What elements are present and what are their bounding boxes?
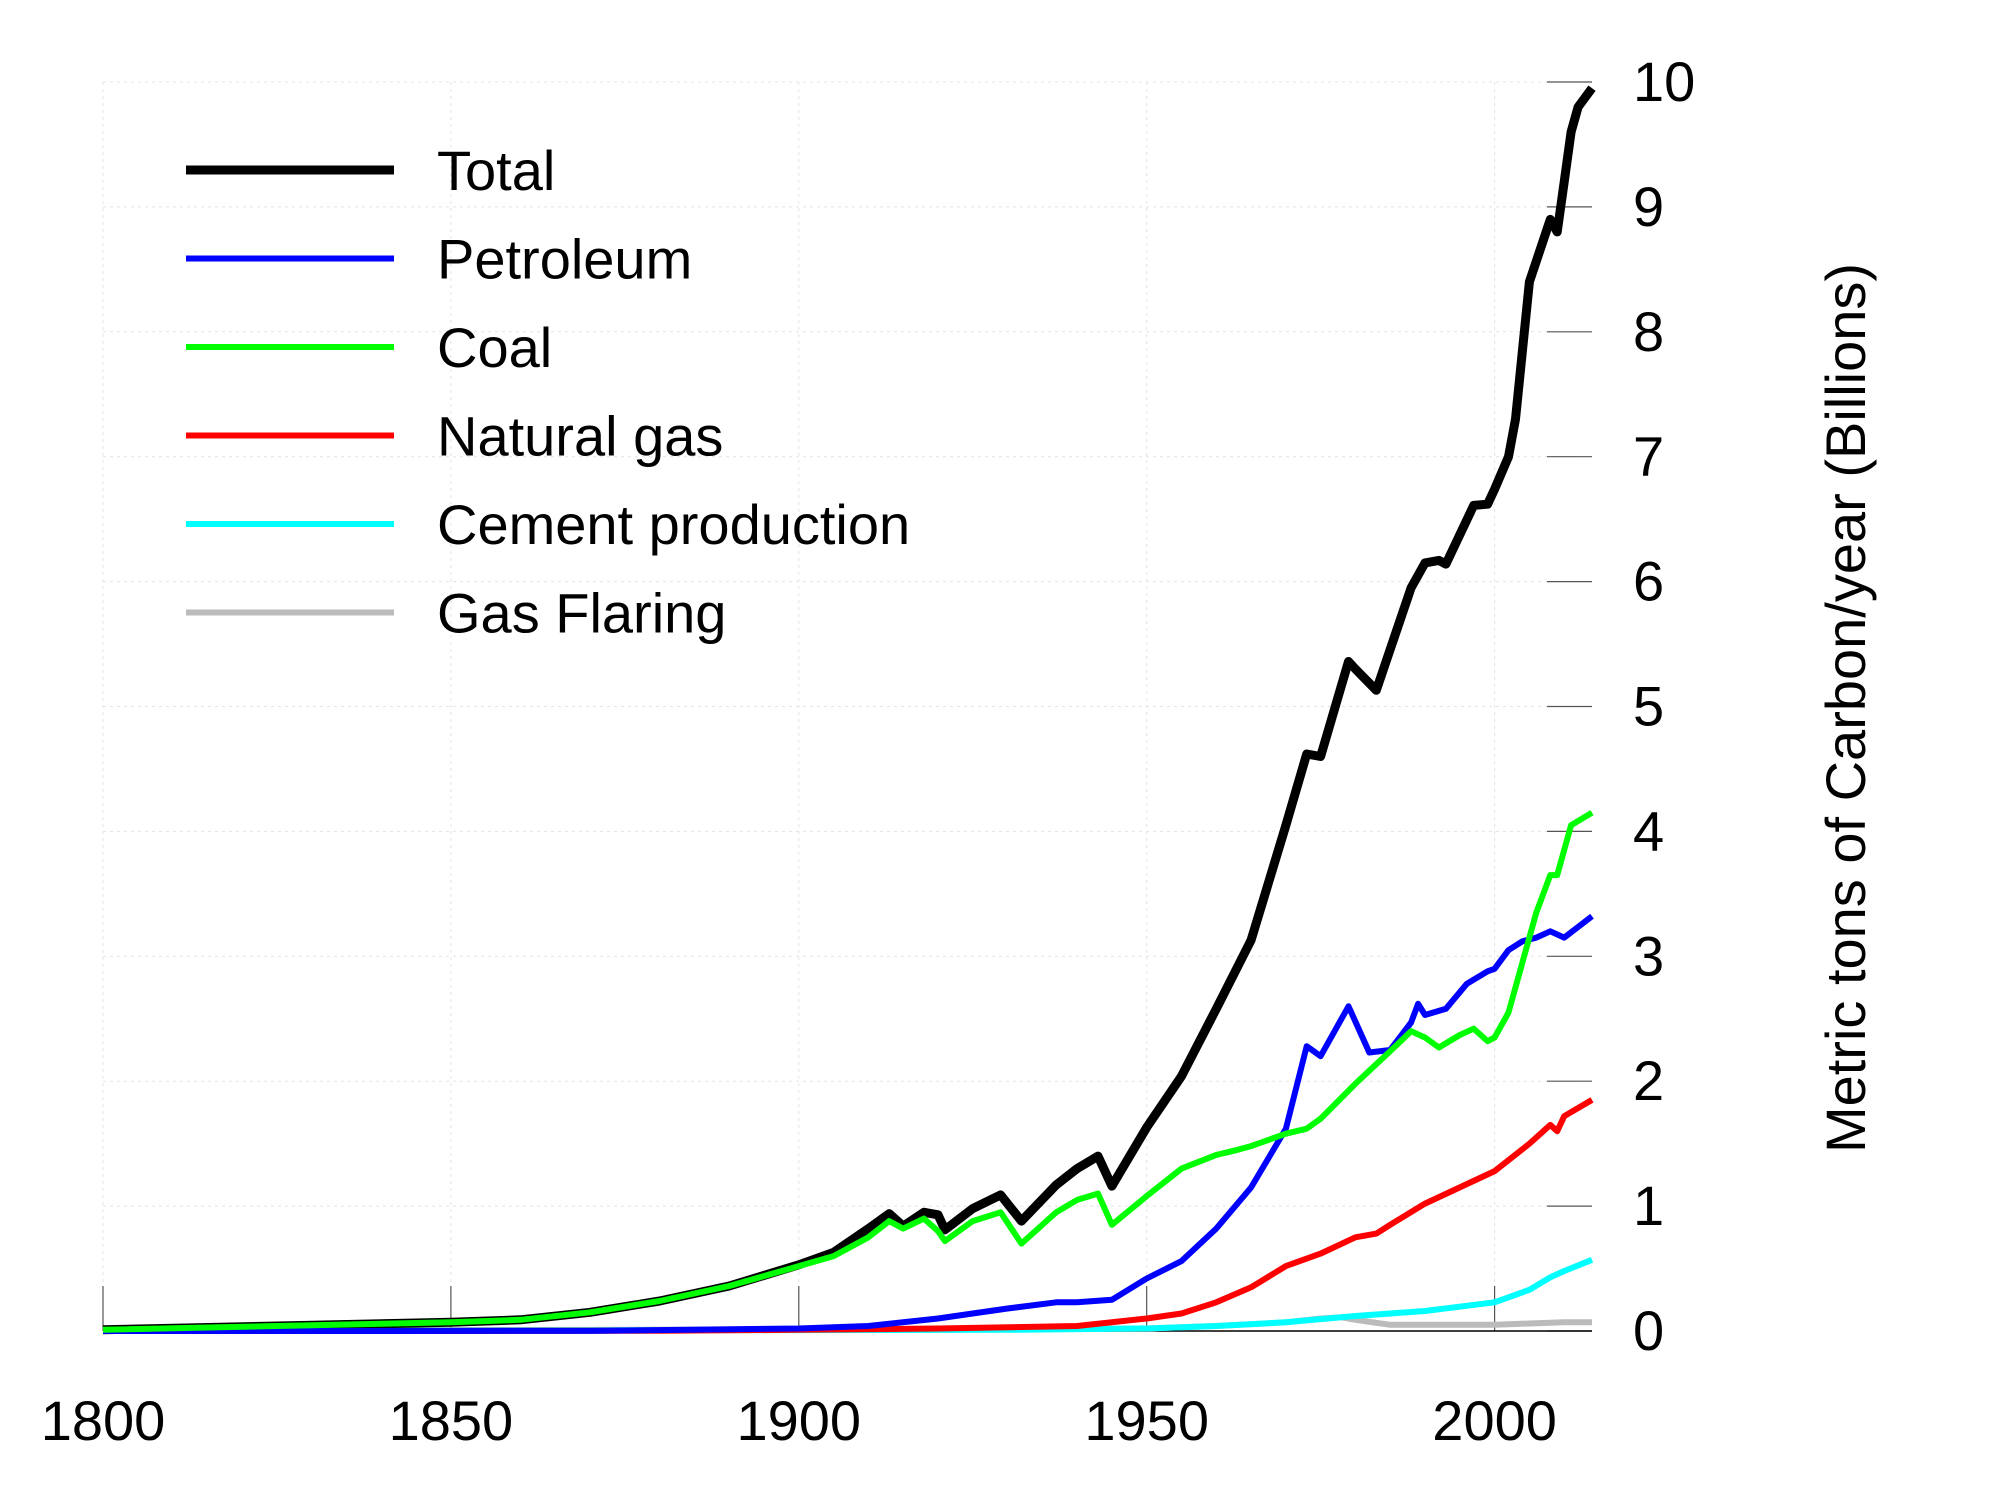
grid xyxy=(102,81,1592,1332)
series-line-cement-production xyxy=(102,1257,1594,1334)
y-axis-label: Metric tons of Carbon/year (Billions) xyxy=(1814,263,1877,1153)
x-tick-label: 1900 xyxy=(737,1389,862,1452)
series-line-total xyxy=(102,85,1596,1335)
legend-label: Natural gas xyxy=(437,405,723,468)
y-tick-label: 7 xyxy=(1633,425,1664,488)
legend-item: Petroleum xyxy=(186,228,692,291)
series-line-natural-gas xyxy=(102,1097,1594,1334)
legend: Total Petroleum Coal Natural gas Cement prod… xyxy=(186,139,910,645)
legend-label: Gas Flaring xyxy=(437,582,726,645)
legend-label: Cement production xyxy=(437,493,910,556)
y-tick-label: 6 xyxy=(1633,550,1664,613)
y-tick-label: 0 xyxy=(1633,1299,1664,1362)
legend-item: Cement production xyxy=(186,493,910,556)
x-tick-label: 2000 xyxy=(1432,1389,1557,1452)
y-tick-label: 1 xyxy=(1633,1174,1664,1237)
legend-label: Petroleum xyxy=(437,228,692,291)
y-tick-label: 3 xyxy=(1633,924,1664,987)
y-tick-label: 8 xyxy=(1633,300,1664,363)
legend-item: Natural gas xyxy=(186,405,723,468)
legend-item: Gas Flaring xyxy=(186,582,726,645)
legend-label: Coal xyxy=(437,316,552,379)
x-tick-label: 1850 xyxy=(389,1389,514,1452)
y-tick-label: 5 xyxy=(1633,675,1664,738)
legend-item: Total xyxy=(186,139,555,202)
y-tick-label: 4 xyxy=(1633,799,1664,862)
y-tick-label: 2 xyxy=(1633,1049,1664,1112)
x-tick-label: 1800 xyxy=(41,1389,166,1452)
series-lines xyxy=(102,85,1596,1335)
y-tick-label: 9 xyxy=(1633,175,1664,238)
legend-item: Coal xyxy=(186,316,552,379)
y-tick-labels: 0 1 2 3 4 5 6 7 8 9 10 xyxy=(1633,50,1695,1362)
x-tick-label: 1950 xyxy=(1084,1389,1209,1452)
series-line-petroleum xyxy=(102,913,1594,1334)
y-tick-label: 10 xyxy=(1633,50,1695,113)
series-line-coal xyxy=(102,810,1594,1333)
legend-label: Total xyxy=(437,139,555,202)
x-tick-labels: 1800 1850 1900 1950 2000 xyxy=(41,1389,1557,1452)
